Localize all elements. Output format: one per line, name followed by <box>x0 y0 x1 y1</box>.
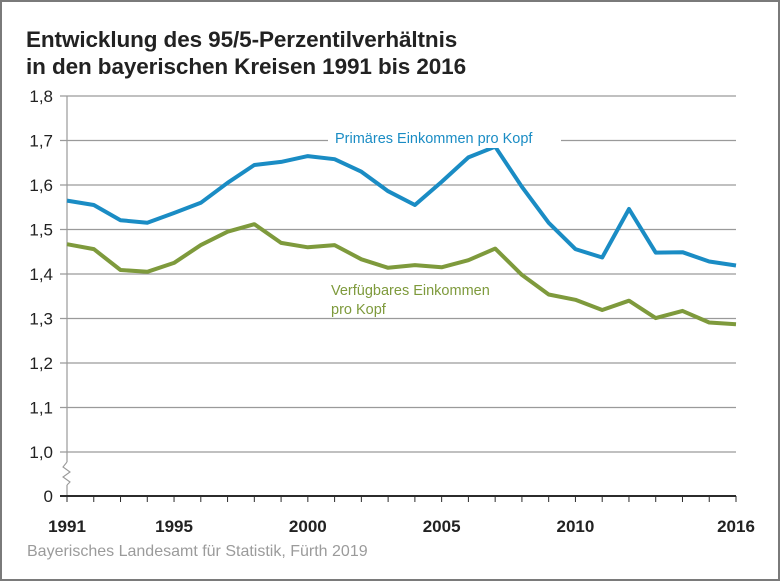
x-axis: 1991 1995 2000 2005 2010 2016 <box>48 495 755 536</box>
y-tick-label: 0 <box>44 487 53 506</box>
label-background <box>328 128 561 148</box>
y-tick-label: 1,3 <box>29 310 53 329</box>
series-label-disposable-income-line-2: pro Kopf <box>331 302 387 318</box>
y-tick-label: 1,6 <box>29 176 53 195</box>
series-label-primary-income: Primäres Einkommen pro Kopf <box>335 131 533 147</box>
x-tick-label: 1995 <box>155 517 193 536</box>
x-tick-label: 2005 <box>423 517 461 536</box>
chart-title-line-2: in den bayerischen Kreisen 1991 bis 2016 <box>26 54 466 79</box>
y-axis-ticks: 0 1,0 1,1 1,2 1,3 1,4 1,5 1,6 1,7 1,8 <box>29 87 53 506</box>
y-tick-label: 1,7 <box>29 132 53 151</box>
x-tick-label: 1991 <box>48 517 86 536</box>
x-tick-label: 2010 <box>557 517 595 536</box>
y-tick-label: 1,5 <box>29 221 53 240</box>
y-tick-label: 1,4 <box>29 265 53 284</box>
source-note: Bayerisches Landesamt für Statistik, Für… <box>27 543 368 560</box>
y-tick-label: 1,8 <box>29 87 53 106</box>
y-tick-label: 1,0 <box>29 443 53 462</box>
chart-title-line-1: Entwicklung des 95/5-Perzentilverhältnis <box>26 27 458 52</box>
y-tick-label: 1,2 <box>29 354 53 373</box>
series-lines <box>66 144 737 327</box>
series-line-disposable-income <box>66 222 737 327</box>
gridlines <box>60 95 736 496</box>
chart-title: Entwicklung des 95/5-Perzentilverhältnis… <box>26 26 466 80</box>
series-line-primary-income <box>66 144 737 268</box>
y-tick-label: 1,1 <box>29 399 53 418</box>
series-label-disposable-income-line-1: Verfügbares Einkommen <box>331 283 490 299</box>
x-tick-label: 2000 <box>289 517 327 536</box>
series-labels: Primäres Einkommen pro Kopf Verfügbares E… <box>328 128 561 318</box>
axis-break-icon <box>62 461 71 486</box>
x-tick-label: 2016 <box>717 517 755 536</box>
